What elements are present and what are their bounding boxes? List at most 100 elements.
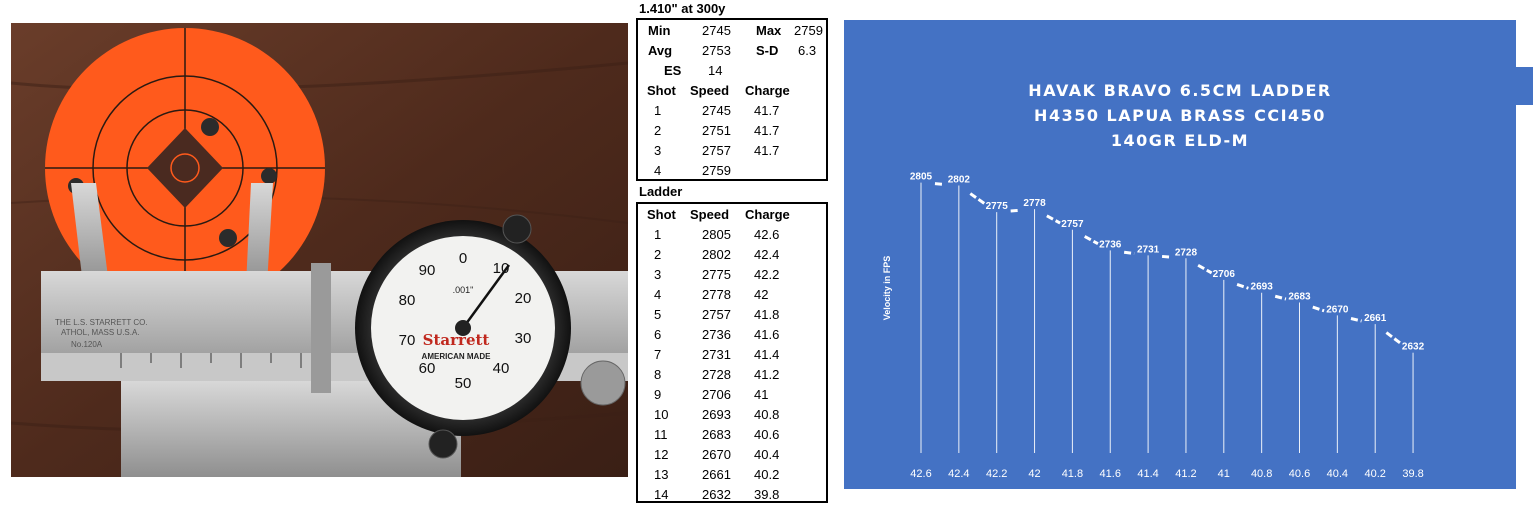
- chart-title-line-2: H4350 LAPUA BRASS CCI450: [1034, 106, 1326, 125]
- shot-cell: 3: [654, 267, 662, 282]
- shot-cell: 6: [654, 327, 662, 342]
- data-label: 2805: [910, 172, 933, 183]
- x-tick-label: 40.8: [1251, 468, 1272, 480]
- stat-label: Avg: [648, 43, 673, 58]
- dial-num-80: 80: [399, 292, 416, 309]
- stat-value: 2753: [702, 43, 731, 58]
- dial-num-50: 50: [455, 375, 472, 392]
- series-line-segment: [934, 182, 946, 186]
- stat-label: Max: [756, 23, 782, 38]
- charge-cell: 42: [754, 287, 769, 302]
- data-label: 2670: [1326, 304, 1349, 315]
- table-row: 3 2775 42.2: [638, 265, 826, 285]
- speed-cell: 2745: [702, 103, 731, 118]
- speed-cell: 2759: [702, 163, 731, 178]
- target-caliper-photo: THE L.S. STARRETT CO. ATHOL, MASS U.S.A.…: [11, 23, 628, 477]
- x-tick-label: 41.8: [1062, 468, 1083, 480]
- y-axis-label: Velocity in FPS: [882, 255, 892, 321]
- charge-cell: 42.2: [754, 267, 780, 282]
- charge-cell: 41.7: [754, 123, 780, 138]
- speed-cell: 2706: [702, 387, 731, 402]
- charge-cell: 42.4: [754, 247, 780, 262]
- stat-value: 6.3: [798, 43, 817, 58]
- series-line-segment: [1046, 214, 1061, 225]
- stat-value: 2745: [702, 23, 731, 38]
- charge-cell: 41.2: [754, 367, 780, 382]
- series-line-segment: [1236, 282, 1249, 290]
- series-line-segment: [1312, 305, 1325, 313]
- stat-value: 14: [708, 63, 723, 78]
- shot-cell: 7: [654, 347, 662, 362]
- charge-cell: 41.8: [754, 307, 780, 322]
- charge-cell: 41.4: [754, 347, 780, 362]
- speed-cell: 2683: [702, 427, 731, 442]
- speed-cell: 2775: [702, 267, 731, 282]
- brand-logo: Starrett: [423, 331, 490, 349]
- dial-num-70: 70: [399, 332, 416, 349]
- col-header-shot: Shot: [647, 83, 676, 98]
- data-label: 2775: [986, 201, 1009, 212]
- speed-cell: 2632: [702, 487, 731, 502]
- charge-cell: 41.7: [754, 103, 780, 118]
- shot-cell: 13: [654, 467, 669, 482]
- shot-cell: 1: [654, 227, 662, 242]
- stat-value: 2759: [794, 23, 823, 38]
- data-label: 2683: [1288, 292, 1311, 303]
- x-tick-label: 41.2: [1175, 468, 1196, 480]
- table-row: 4 2778 42: [638, 285, 826, 305]
- chart-plot: 2805 2802 2775 2778 2757 2736 2731 2728 2706 2693…: [910, 172, 1425, 480]
- speed-cell: 2728: [702, 367, 731, 382]
- data-label: 2731: [1137, 244, 1160, 255]
- series-line-segment: [1197, 263, 1213, 275]
- speed-cell: 2757: [702, 143, 731, 158]
- table-row: 6 2736 41.6: [638, 325, 826, 345]
- x-tick-label: 42.6: [910, 468, 931, 480]
- x-tick-label: 40.6: [1289, 468, 1310, 480]
- x-tick-label: 40.2: [1364, 468, 1385, 480]
- series-line-segment: [1161, 254, 1173, 259]
- stat-row: Avg 2753 S-D 6.3: [638, 41, 826, 61]
- summary-caption: 1.410" at 300y: [639, 1, 726, 16]
- data-label: 2693: [1251, 282, 1274, 293]
- shot-cell: 8: [654, 367, 662, 382]
- data-label: 2661: [1364, 313, 1387, 324]
- chart-title-line-1: HAVAK BRAVO 6.5CM LADDER: [1028, 81, 1332, 100]
- brand-made: AMERICAN MADE: [422, 352, 492, 361]
- col-header-charge: Charge: [745, 207, 790, 222]
- ladder-caption: Ladder: [639, 184, 683, 199]
- col-header-speed: Speed: [690, 83, 730, 98]
- table-row: 11 2683 40.6: [638, 425, 826, 445]
- col-header-charge: Charge: [745, 83, 790, 98]
- velocity-ladder-chart: HAVAK BRAVO 6.5CM LADDER H4350 LAPUA BRA…: [844, 20, 1516, 489]
- chart-title-line-3: 140GR ELD-M: [1110, 131, 1250, 150]
- charge-cell: 40.2: [754, 467, 780, 482]
- x-tick-label: 41: [1218, 468, 1230, 480]
- shot-cell: 11: [654, 427, 668, 442]
- speed-cell: 2757: [702, 307, 731, 322]
- speed-cell: 2802: [702, 247, 731, 262]
- x-tick-label: 42.2: [986, 468, 1007, 480]
- dial-num-10: 10: [493, 260, 510, 277]
- shot-cell: 4: [654, 163, 662, 178]
- stamp-line-3: No.120A: [71, 340, 103, 349]
- dial-num-90: 90: [419, 262, 436, 279]
- data-label: 2728: [1175, 247, 1198, 258]
- stamp-line-2: ATHOL, MASS U.S.A.: [61, 328, 140, 337]
- ladder-table: Shot Speed Charge 1 2805 42.6 2 2802 42.4 3 277…: [636, 202, 828, 503]
- data-label: 2706: [1213, 269, 1236, 280]
- chart-edge-tab: [1516, 67, 1533, 105]
- col-header-shot: Shot: [647, 207, 676, 222]
- data-label: 2757: [1061, 219, 1084, 230]
- table-row: 1 2805 42.6: [638, 225, 826, 245]
- series-line-segment: [969, 192, 987, 206]
- table-row: 7 2731 41.4: [638, 345, 826, 365]
- shot-cell: 3: [654, 143, 662, 158]
- col-header-speed: Speed: [690, 207, 730, 222]
- table-row: 2 2802 42.4: [638, 245, 826, 265]
- charge-cell: 42.6: [754, 227, 780, 242]
- speed-cell: 2693: [702, 407, 731, 422]
- speed-cell: 2736: [702, 327, 731, 342]
- dial-unit: .001": [453, 285, 474, 295]
- dial-num-20: 20: [515, 290, 532, 307]
- shot-cell: 5: [654, 307, 662, 322]
